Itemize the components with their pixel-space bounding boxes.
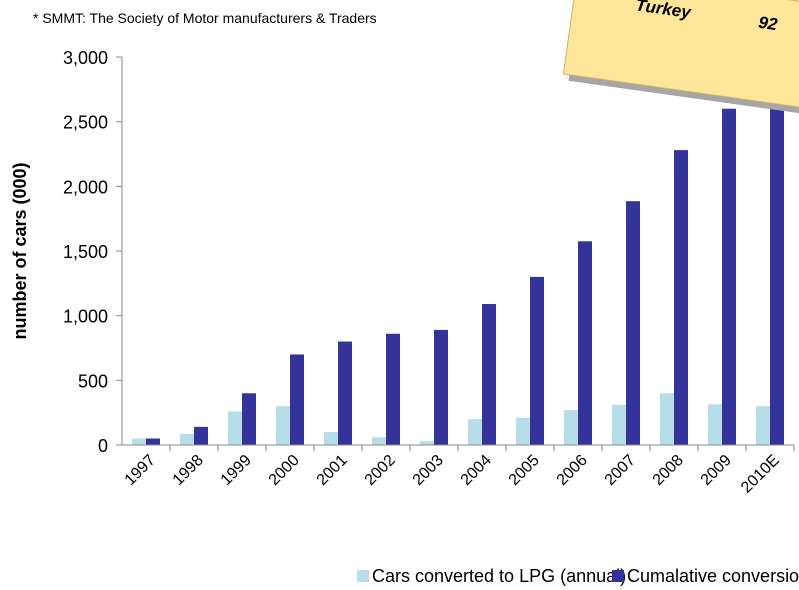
bar [660, 393, 674, 445]
bar [564, 410, 578, 445]
x-tick-label: 2000 [266, 452, 303, 489]
bar [468, 419, 482, 445]
x-tick-label: 2010E [738, 452, 783, 497]
bar [770, 69, 784, 445]
bar [530, 276, 544, 445]
y-tick-label: 3,000 [63, 48, 108, 68]
x-tick-label: 2005 [506, 452, 543, 489]
x-tick-label: 2003 [410, 452, 447, 489]
x-tick-label: 1997 [122, 452, 159, 489]
bar [276, 406, 290, 445]
bar [194, 426, 208, 445]
x-tick-label: 2007 [602, 452, 639, 489]
note-value: 92 [757, 13, 779, 35]
bar [386, 333, 400, 445]
y-tick-label: 1,000 [63, 307, 108, 327]
y-tick-label: 0 [98, 436, 108, 456]
bar [372, 437, 386, 445]
bar [516, 417, 530, 445]
bar [420, 441, 434, 445]
x-tick-label: 2006 [554, 452, 591, 489]
x-tick-label: 2009 [698, 452, 735, 489]
note-paper [562, 0, 799, 108]
y-tick-label: 2,500 [63, 113, 108, 133]
bar [228, 411, 242, 445]
legend-swatch [612, 570, 624, 582]
legend-swatch [357, 570, 369, 582]
bar [722, 108, 736, 445]
bar [612, 404, 626, 445]
bar [482, 304, 496, 445]
x-tick-label: 2008 [650, 452, 687, 489]
bar [674, 150, 688, 445]
x-tick-label: 1998 [170, 452, 207, 489]
bar [146, 438, 160, 445]
legend-label: Cumalative conversions [627, 566, 799, 586]
bar [290, 354, 304, 445]
y-tick-label: 500 [78, 371, 108, 391]
legend-label: Cars converted to LPG (annual) [372, 566, 626, 586]
y-tick-label: 2,000 [63, 177, 108, 197]
bar [434, 329, 448, 445]
bar [756, 406, 770, 445]
bar [180, 434, 194, 445]
x-tick-label: 2002 [362, 452, 399, 489]
y-tick-label: 1,500 [63, 242, 108, 262]
bar [708, 404, 722, 445]
bar [338, 341, 352, 445]
bar [626, 201, 640, 445]
x-tick-label: 2001 [314, 452, 351, 489]
bar [132, 438, 146, 445]
y-axis-label: number of cars (000) [10, 162, 30, 339]
bar [578, 241, 592, 445]
x-tick-label: 2004 [458, 452, 495, 489]
bar [324, 432, 338, 445]
x-tick-label: 1999 [218, 452, 255, 489]
bar [242, 393, 256, 445]
subtitle: * SMMT: The Society of Motor manufacture… [33, 10, 377, 26]
